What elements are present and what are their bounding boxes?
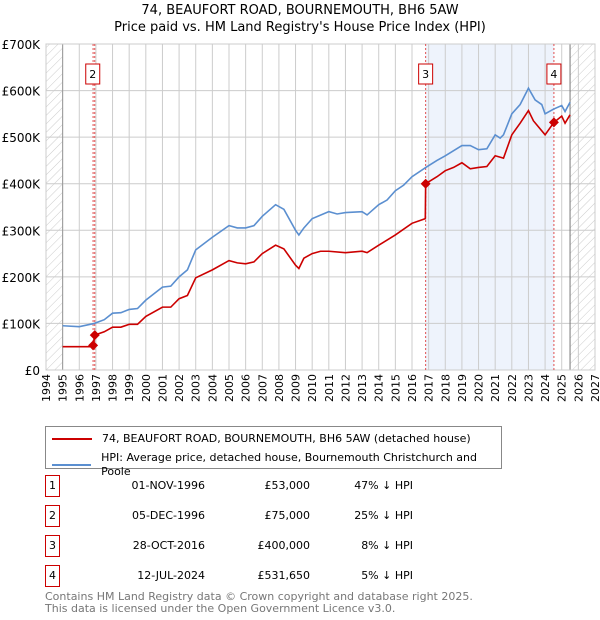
legend-swatch-blue [52,464,92,466]
y-tick-label: £700K [2,38,42,52]
sale-price: £400,000 [257,539,311,552]
y-tick-label: £100K [2,317,42,331]
sale-label: 2 [89,68,96,81]
x-tick-label: 1999 [123,374,136,402]
chart-subtitle: Price paid vs. HM Land Registry's House … [114,20,486,35]
sale-label: 3 [422,68,429,81]
x-tick-label: 2005 [223,374,236,402]
y-tick-label: £200K [2,271,42,285]
sale-price: £75,000 [264,509,311,522]
x-tick-label: 2001 [156,374,169,402]
sale-point [89,330,100,341]
sale-label: 4 [550,68,557,81]
x-tick-label: 2022 [506,374,519,402]
x-tick-label: 2004 [206,374,219,402]
sale-label-box [85,63,101,85]
x-tick-label: 2008 [273,374,286,402]
sale-number: 1 [45,475,60,497]
price-chart: 1994 1995 1996 1997 1998 1999 2000 2001 2002 2003… [2,38,600,402]
x-tick-label: 1998 [107,374,120,402]
sale-point [88,340,99,351]
x-tick-label: 2016 [406,374,419,402]
sale-price: £531,650 [257,569,311,582]
sale-label-box [418,63,434,85]
x-tick-label: 2010 [306,374,319,402]
plot-border [45,43,596,371]
sale-hpi-diff: 25% ↓ HPI [354,509,413,522]
x-tick-label: 2011 [323,374,336,402]
x-tick-label: 1995 [57,374,70,402]
y-tick-label: £600K [2,85,42,99]
sale-row: 3 28-OCT-2016 £400,000 8% ↓ HPI [45,535,445,557]
x-tick-label: 1994 [40,374,53,402]
x-tick-label: 2009 [290,374,303,402]
sale-price: £53,000 [264,479,311,492]
sale-date: 05-DEC-1996 [131,509,205,522]
x-tick-label: 2000 [140,374,153,402]
x-tick-label: 2007 [256,374,269,402]
sale-hpi-diff: 5% ↓ HPI [361,569,413,582]
sale-date: 01-NOV-1996 [131,479,205,492]
x-tick-label: 1996 [73,374,86,402]
y-tick-label: £500K [2,131,42,145]
footer-line-1: Contains HM Land Registry data © Crown c… [45,590,473,603]
hatched-region-right [570,44,595,370]
sale-number: 2 [45,505,60,527]
series-line [62,108,571,348]
y-tick-label: £300K [2,224,42,238]
sale-hpi-diff: 8% ↓ HPI [361,539,413,552]
shaded-period [425,44,554,370]
x-tick-label: 2027 [589,374,600,402]
x-tick-label: 2006 [240,374,253,402]
x-tick-label: 2019 [456,374,469,402]
x-tick-label: 2002 [173,374,186,402]
x-tick-label: 2023 [522,374,535,402]
sale-row: 1 01-NOV-1996 £53,000 47% ↓ HPI [45,475,445,497]
x-tick-label: 2012 [339,374,352,402]
legend-label: HPI: Average price, detached house, Bour… [101,451,478,478]
sale-row: 2 05-DEC-1996 £75,000 25% ↓ HPI [45,505,445,527]
x-tick-label: 2021 [489,374,502,402]
legend-swatch-red [52,438,92,440]
sale-point [420,178,431,189]
x-tick-label: 2003 [190,374,203,402]
legend-item-property: 74, BEAUFORT ROAD, BOURNEMOUTH, BH6 5AW … [52,432,471,446]
x-tick-label: 2025 [556,374,569,402]
sale-label-box [546,63,562,85]
series-line [62,86,571,328]
x-tick-label: 2020 [473,374,486,402]
x-tick-label: 2017 [423,374,436,402]
x-tick-label: 1997 [90,374,103,402]
x-tick-label: 2014 [373,374,386,402]
sale-point [548,117,559,128]
sale-row: 4 12-JUL-2024 £531,650 5% ↓ HPI [45,565,445,587]
x-tick-label: 2026 [572,374,585,402]
legend: 74, BEAUFORT ROAD, BOURNEMOUTH, BH6 5AW … [45,426,502,478]
chart-title: 74, BEAUFORT ROAD, BOURNEMOUTH, BH6 5AW [141,3,459,18]
sale-number: 4 [45,565,60,587]
sale-number: 3 [45,535,60,557]
sale-date: 28-OCT-2016 [132,539,205,552]
y-tick-label: £0 [25,364,40,378]
footer-line-2: This data is licensed under the Open Gov… [45,602,396,615]
x-tick-label: 2018 [439,374,452,402]
legend-label: 74, BEAUFORT ROAD, BOURNEMOUTH, BH6 5AW … [102,432,471,445]
sale-date: 12-JUL-2024 [137,569,205,582]
hatched-region-left [46,44,63,370]
x-tick-label: 2024 [539,374,552,402]
y-tick-label: £400K [2,178,42,192]
sale-hpi-diff: 47% ↓ HPI [354,479,413,492]
x-tick-label: 2015 [389,374,402,402]
x-tick-label: 2013 [356,374,369,402]
legend-item-hpi: HPI: Average price, detached house, Bour… [52,451,501,479]
